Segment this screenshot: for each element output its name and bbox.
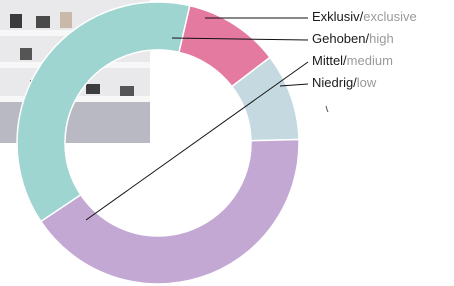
label-main: Niedrig/	[312, 75, 357, 90]
label-main: Mittel/	[312, 53, 347, 68]
label-sub: exclusive	[363, 9, 416, 24]
label-sub: low	[357, 75, 377, 90]
label-main: Exklusiv/	[312, 9, 364, 24]
legend-label: Niedrig/low	[312, 75, 377, 90]
label-sub: medium	[347, 53, 393, 68]
legend-label: Exklusiv/exclusive	[312, 9, 417, 24]
slice	[41, 140, 299, 284]
label-sub: high	[369, 31, 394, 46]
chart: Exklusiv/exclusive Niedrig/low Mittel/medi…	[0, 0, 454, 286]
tick	[326, 106, 328, 112]
legend-label: Mittel/medium	[312, 53, 393, 68]
label-main: Gehoben/	[312, 31, 369, 46]
legend-label: Gehoben/high	[312, 31, 394, 46]
page: Exklusiv/exclusive Niedrig/low Mittel/medi…	[0, 0, 454, 286]
